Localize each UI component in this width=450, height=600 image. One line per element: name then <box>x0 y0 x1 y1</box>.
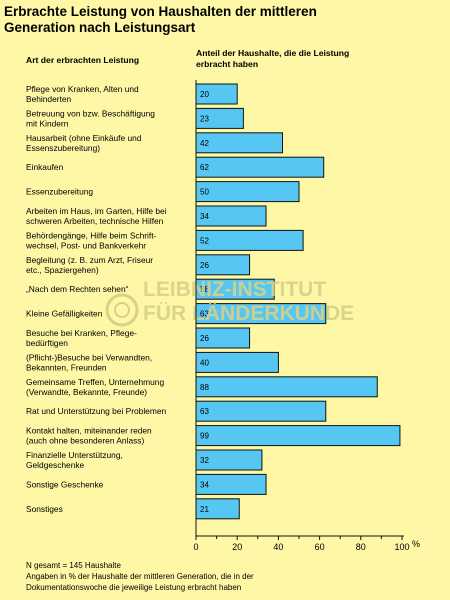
x-tick-label: 40 <box>273 542 283 552</box>
x-tick-label: 100 <box>394 542 409 552</box>
note-line3: Dokumentationswoche die jeweilige Leistu… <box>26 583 241 592</box>
category-label: Essenzubereitung <box>26 187 93 197</box>
x-axis-label: % <box>412 539 420 549</box>
category-label: Sonstiges <box>26 504 63 514</box>
chart-title-line1: Erbrachte Leistung von Haushalten der mi… <box>4 4 317 19</box>
column-header-right-line2: erbracht haben <box>196 59 258 69</box>
bar <box>195 400 327 422</box>
bar <box>195 181 300 203</box>
category-label: Arbeiten im Haus, im Garten, Hilfe bei sc… <box>26 206 167 226</box>
bar-value-label: 99 <box>200 432 209 441</box>
bar-value-label: 52 <box>200 236 209 245</box>
bar-value-label: 26 <box>200 261 209 270</box>
bar-value-label: 50 <box>200 188 209 197</box>
x-tick-label: 60 <box>315 542 325 552</box>
category-label: (Pflicht-)Besuche bei Verwandten, Bekannt… <box>26 352 152 372</box>
x-tick-label: 80 <box>356 542 366 552</box>
column-header-left: Art der erbrachten Leistung <box>26 55 139 65</box>
watermark-line2: FÜR LÄNDERKUNDE <box>143 302 354 325</box>
category-label: Pflege von Kranken, Alten und Behinderten <box>26 84 139 104</box>
bar <box>195 376 378 398</box>
category-label: Begleitung (z. B. zum Arzt, Friseur etc.,… <box>26 255 153 275</box>
bar-value-label: 42 <box>200 139 209 148</box>
bar-value-label: 62 <box>200 163 209 172</box>
x-axis: 0 20 40 60 80 100 <box>193 80 410 552</box>
bar-value-label: 34 <box>200 212 209 221</box>
category-label: Kleine Gefälligkeiten <box>26 309 103 319</box>
category-label: Kontakt halten, miteinander reden (auch o… <box>26 426 152 446</box>
chart-title-line2: Generation nach Leistungsart <box>4 20 196 35</box>
bar-value-label: 32 <box>200 456 209 465</box>
category-label: Gemeinsame Treffen, Unternehmung (Verwand… <box>26 377 164 397</box>
bar-value-label: 88 <box>200 383 209 392</box>
bar-value-label: 40 <box>200 358 209 367</box>
bar-value-label: 20 <box>200 90 209 99</box>
x-tick-label: 0 <box>193 542 198 552</box>
bar-value-label: 63 <box>200 310 209 319</box>
bar <box>195 229 304 251</box>
bar-value-label: 63 <box>200 407 209 416</box>
category-label: Behördengänge, Hilfe beim Schrift-wechse… <box>25 230 157 250</box>
category-label: Einkaufen <box>26 162 64 172</box>
category-label: „Nach dem Rechten sehen“ <box>26 284 129 294</box>
bar <box>195 156 325 178</box>
x-tick-label: 20 <box>232 542 242 552</box>
category-label: Rat und Unterstützung bei Problemen <box>26 406 166 416</box>
column-header-right-line1: Anteil der Haushalte, die die Leistung <box>196 48 349 58</box>
category-label: Sonstige Geschenke <box>26 479 104 489</box>
bar-value-label: 23 <box>200 114 209 123</box>
bar-value-label: 21 <box>200 505 209 514</box>
bar-value-label: 26 <box>200 334 209 343</box>
watermark-line1: LEIBNIZ-INSTITUT <box>143 278 326 301</box>
bar <box>195 425 401 447</box>
category-label: Hausarbeit (ohne Einkäufe und Essenszuber… <box>26 133 142 153</box>
bar <box>195 132 284 154</box>
category-label: Finanzielle Unterstützung, Geldgeschenke <box>26 450 123 470</box>
note-line2: Angaben in % der Haushalte der mittleren… <box>26 572 254 581</box>
watermark: LEIBNIZ-INSTITUT FÜR LÄNDERKUNDE <box>105 278 354 327</box>
category-label: Besuche bei Kranken, Pflege-bedürftigen <box>26 328 137 348</box>
category-label: Betreuung von bzw. Beschäftigung mit Kind… <box>26 108 155 128</box>
note-line1: N gesamt = 145 Haushalte <box>26 561 121 570</box>
bar-value-label: 34 <box>200 480 209 489</box>
bars-group: 20 Pflege von Kranken, Alten und Behindert… <box>25 83 401 520</box>
bar-value-label: 38 <box>200 285 209 294</box>
